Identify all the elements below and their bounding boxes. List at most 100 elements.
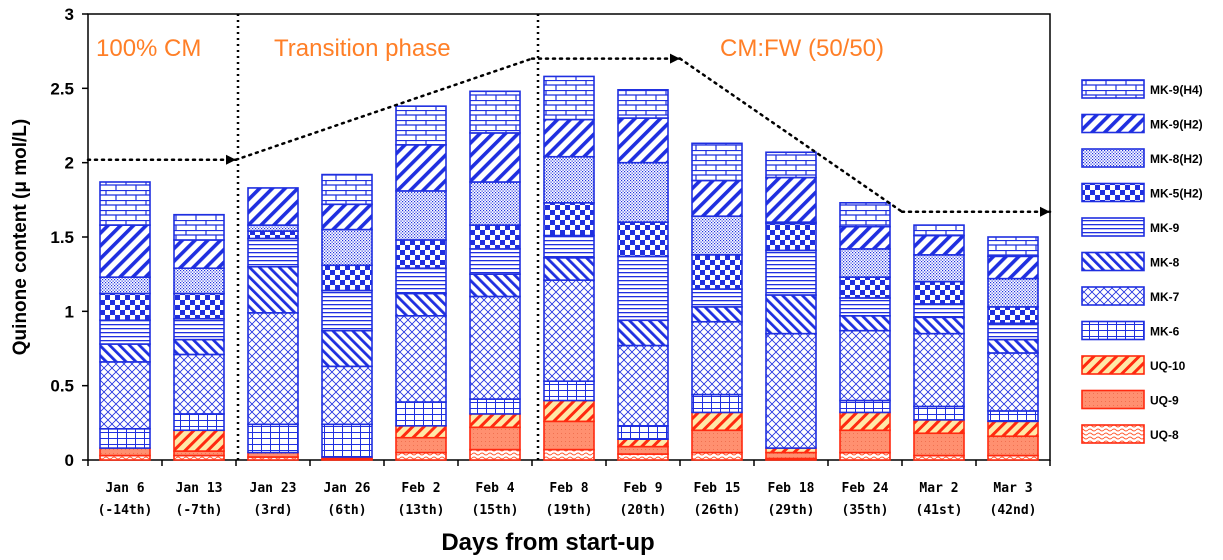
legend-label-mk-9: MK-9 <box>1150 221 1180 235</box>
bar-segment-mk-9-h4--10 <box>839 202 891 228</box>
bar-segment-uq-8-7 <box>617 453 669 461</box>
bar-segment-mk-7-9 <box>765 332 817 449</box>
x-axis-title: Days from start-up <box>441 529 654 556</box>
bar-segment-mk-9-h4--0 <box>99 181 151 226</box>
bar-segment-uq-10-6 <box>543 399 595 423</box>
bar-segment-uq-10-11 <box>913 419 965 435</box>
bar-segment-mk-9-12 <box>987 322 1039 341</box>
legend: MK-9(H4) MK-9(H2) MK-8(H2) MK-5(H2) MK-9 MK-8… <box>1081 79 1203 444</box>
bar-segment-mk-7-8 <box>691 320 743 396</box>
x-tick-label-date-10: Feb 24 <box>842 481 889 496</box>
bar-segment-mk-8-10 <box>839 314 891 332</box>
x-tick-label-date-3: Jan 26 <box>324 481 371 496</box>
bar-segment-mk-5-h2--0 <box>99 292 151 322</box>
bar-segment-uq-9-4 <box>395 436 447 454</box>
phase-label-transition: Transition phase <box>274 35 451 62</box>
bar-segment-mk-8-3 <box>321 329 373 368</box>
bar-segment-mk-8-5 <box>469 273 521 298</box>
bar-stack-1 <box>173 213 225 461</box>
bar-segment-mk-9-6 <box>543 234 595 259</box>
y-axis-title: Quinone content (μ mol/L) <box>10 119 31 355</box>
x-tick-label-date-8: Feb 15 <box>694 481 741 496</box>
bar-segment-uq-10-5 <box>469 413 521 429</box>
bar-stack-6 <box>543 75 595 461</box>
bar-stack-7 <box>617 89 669 461</box>
x-tick-label-day-9: (29th) <box>768 503 815 518</box>
phase-label-cmfw: CM:FW (50/50) <box>720 35 884 62</box>
bar-segment-uq-10-10 <box>839 411 891 432</box>
bar-segment-mk-9-h4--7 <box>617 89 669 119</box>
axis-layer: 0 0.5 1 1.5 2 2.5 3 Jan 6 (-14th) Jan 13 (-7th) Jan… <box>50 5 1051 518</box>
legend-swatch-mk-9-h2- <box>1081 113 1145 134</box>
bar-segment-uq-9-6 <box>543 420 595 451</box>
bar-segment-mk-9-h2--9 <box>765 176 817 223</box>
bar-segment-mk-8-h2--2 <box>247 224 299 232</box>
bar-segment-mk-6-7 <box>617 425 669 440</box>
bar-segment-mk-8-9 <box>765 294 817 335</box>
bar-segment-uq-10-1 <box>173 429 225 452</box>
bar-segment-mk-9-h2--6 <box>543 118 595 158</box>
bar-segment-mk-5-h2--5 <box>469 224 521 250</box>
x-tick-label-day-3: (6th) <box>327 503 366 518</box>
legend-label-mk-7: MK-7 <box>1150 290 1180 304</box>
bar-segment-mk-7-0 <box>99 361 151 430</box>
y-tick-label-6: 3 <box>65 5 74 24</box>
legend-swatch-mk-7 <box>1081 286 1145 306</box>
bar-segment-mk-9-h4--9 <box>765 151 817 179</box>
y-tick-label-2: 1 <box>65 302 74 321</box>
bar-segment-uq-10-8 <box>691 411 743 432</box>
bar-segment-mk-8-7 <box>617 319 669 347</box>
x-tick-label-date-4: Feb 2 <box>401 481 440 496</box>
trend-line-segment-1 <box>234 57 534 161</box>
bar-segment-mk-8-h2--0 <box>99 276 151 295</box>
bar-segment-mk-8-6 <box>543 257 595 281</box>
bar-segment-mk-5-h2--8 <box>691 254 743 290</box>
bar-segment-mk-5-h2--6 <box>543 202 595 237</box>
x-tick-label-day-8: (26th) <box>694 503 741 518</box>
bar-segment-mk-9-h4--8 <box>691 142 743 182</box>
bar-stack-12 <box>987 236 1039 461</box>
bar-segment-uq-9-0 <box>99 447 151 457</box>
x-tick-label-day-7: (20th) <box>620 503 667 518</box>
bar-segment-mk-9-h4--3 <box>321 173 373 206</box>
bar-segment-mk-9-h2--0 <box>99 224 151 278</box>
bar-segment-mk-7-12 <box>987 352 1039 412</box>
bar-segment-mk-9-h4--6 <box>543 75 595 121</box>
x-tick-label-day-12: (42nd) <box>990 503 1037 518</box>
bar-segment-mk-9-5 <box>469 248 521 275</box>
bar-segment-mk-5-h2--2 <box>247 230 299 240</box>
x-tick-label-date-0: Jan 6 <box>105 481 144 496</box>
legend-label-uq-9: UQ-9 <box>1150 394 1179 408</box>
trend-arrowhead-2 <box>670 53 680 64</box>
legend-label-mk-9-h4-: MK-9(H4) <box>1150 83 1203 97</box>
bar-segment-mk-5-h2--11 <box>913 280 965 305</box>
bar-segment-uq-9-9 <box>765 451 817 460</box>
legend-swatch-mk-6 <box>1081 320 1145 341</box>
bar-segment-mk-8-h2--1 <box>173 267 225 295</box>
bar-segment-mk-7-5 <box>469 295 521 400</box>
bar-segment-mk-9-h2--1 <box>173 239 225 270</box>
bar-stack-3 <box>321 173 373 461</box>
bar-segment-mk-5-h2--3 <box>321 264 373 292</box>
bar-segment-uq-9-8 <box>691 429 743 454</box>
bar-segment-mk-9-h2--4 <box>395 144 447 192</box>
bar-segment-mk-9-4 <box>395 267 447 295</box>
bar-segment-mk-9-0 <box>99 319 151 345</box>
bar-segment-mk-9-7 <box>617 255 669 322</box>
y-tick-label-5: 2.5 <box>50 79 74 98</box>
bar-segment-mk-6-1 <box>173 413 225 432</box>
bar-segment-uq-9-5 <box>469 426 521 451</box>
bar-segment-mk-6-3 <box>321 423 373 458</box>
bar-segment-mk-7-10 <box>839 329 891 402</box>
bar-segment-mk-8-h2--6 <box>543 155 595 204</box>
bar-stack-11 <box>913 224 965 461</box>
bar-segment-mk-9-h4--5 <box>469 90 521 134</box>
bar-segment-mk-7-3 <box>321 365 373 426</box>
bar-segment-mk-5-h2--12 <box>987 306 1039 325</box>
bar-segment-mk-9-1 <box>173 317 225 341</box>
bar-segment-mk-8-h2--3 <box>321 228 373 267</box>
bar-segment-mk-6-5 <box>469 398 521 415</box>
bar-segment-mk-8-11 <box>913 316 965 335</box>
bar-segment-mk-9-8 <box>691 288 743 308</box>
